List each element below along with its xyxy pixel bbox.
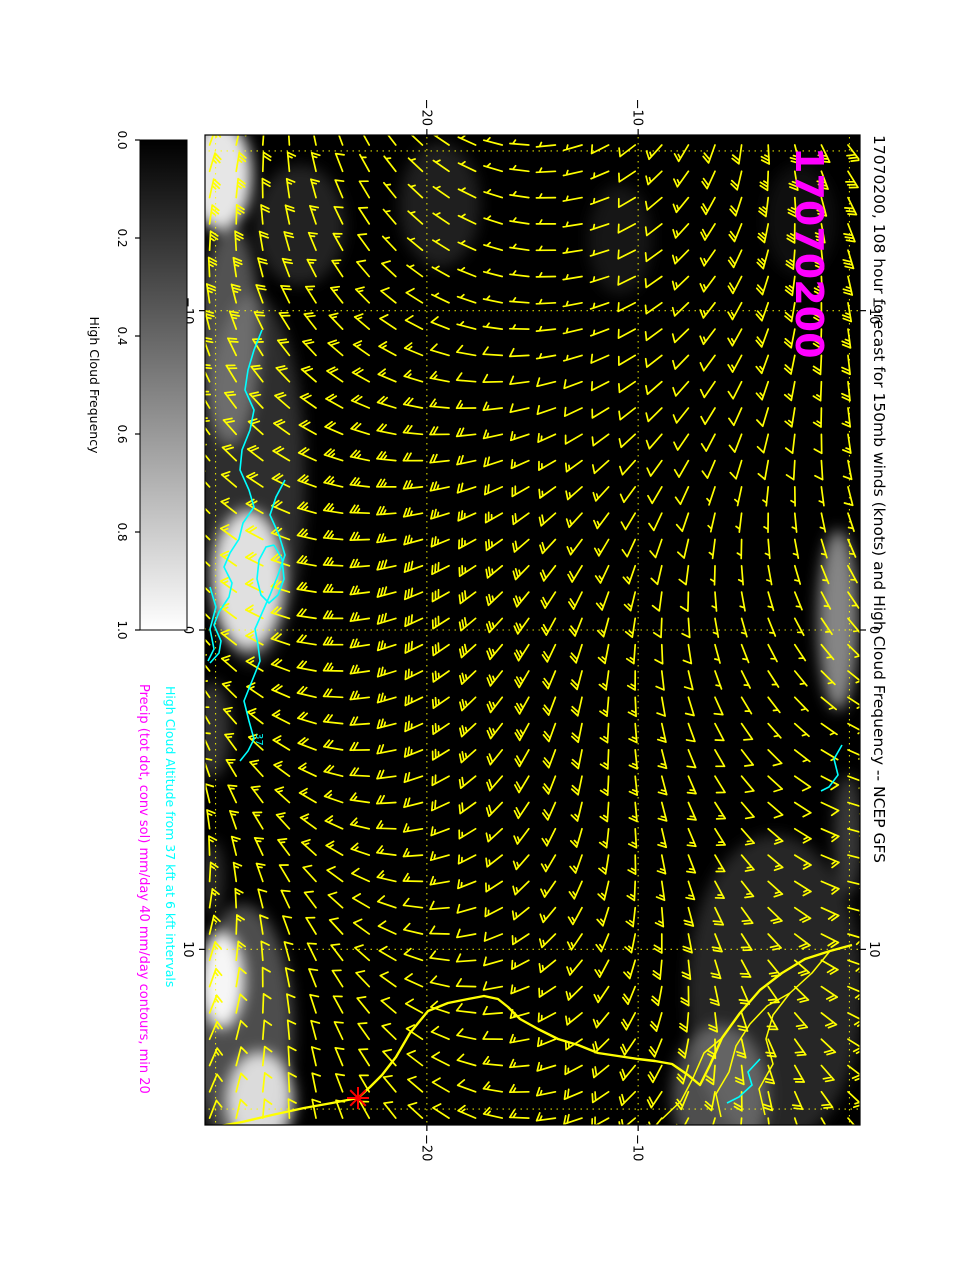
figure-title: 17070200, 108 hour forecast for 150mb wi… (870, 135, 888, 863)
x-tick-label-top: 0 (866, 626, 881, 634)
y-tick-label-right: −10 (630, 1134, 645, 1161)
y-tick-label-right: −20 (418, 1134, 433, 1161)
colorbar-tick-label: 0.2 (115, 228, 129, 247)
y-tick-label-left: −10 (630, 99, 645, 126)
colorbar-tick-label: 0.0 (115, 130, 129, 149)
colorbar-ticks: 0.0 0.2 0.4 0.6 0.8 1.0 (115, 130, 140, 640)
x-tick-label-bottom: 10 (180, 941, 195, 958)
colorbar-gradient (139, 139, 188, 631)
colorbar-tick-label: 0.4 (115, 326, 129, 345)
legend-cloud-altitude: High Cloud Altitude from 37 kft at 6 kft… (163, 686, 178, 987)
cloud-altitude-contour-label: 37 (253, 733, 264, 746)
colorbar-label: High Cloud Frequency (87, 317, 102, 455)
legend-precip: Precip (tot dot, conv sol) mm/day 40 mm/… (136, 684, 151, 1094)
y-tick-label-left: −20 (418, 99, 433, 126)
map-plot-layer (205, 135, 860, 1125)
colorbar-tick-label: 0.6 (115, 424, 129, 443)
x-tick-label-top: −10 (866, 297, 881, 324)
x-tick-label-top: 10 (866, 941, 881, 958)
colorbar-tick-label: 0.8 (115, 522, 129, 541)
colorbar-tick-label: 1.0 (115, 620, 129, 639)
run-id-stamp: 17070200 (787, 147, 831, 359)
